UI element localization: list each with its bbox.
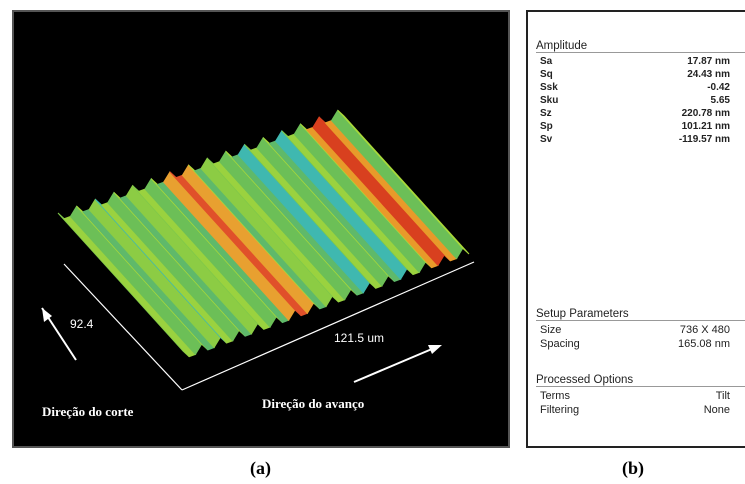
parameter-row: Sa 17.87 nm (540, 56, 730, 69)
parameter-name: Sa (540, 56, 553, 67)
section-title: Setup Parameters (536, 308, 745, 321)
parameter-row: Sv -119.57 nm (540, 134, 730, 147)
parameter-name: Sku (540, 95, 559, 106)
parameter-row: Spacing 165.08 nm (540, 338, 730, 351)
caption: Direção do corte (42, 404, 134, 419)
parameter-row: Sq 24.43 nm (540, 69, 730, 82)
parameter-name: Ssk (540, 82, 558, 93)
parameters-panel: Amplitude Sa 17.87 nm Sq 24.43 nm Ssk -0.42 Sku… (526, 10, 745, 448)
parameter-value: None (703, 404, 730, 416)
parameter-value: -0.42 (707, 82, 730, 93)
arrow (353, 345, 440, 383)
parameter-value: -119.57 nm (678, 134, 730, 145)
parameter-value: Tilt (715, 390, 730, 402)
section-title: Processed Options (536, 374, 745, 387)
parameter-row: Filtering None (540, 404, 730, 417)
parameter-name: Sp (540, 121, 553, 132)
parameter-value: 165.08 nm (678, 338, 730, 350)
arrow-head (428, 345, 442, 354)
parameter-row: Sku 5.65 (540, 95, 730, 108)
surface-stripe (337, 109, 470, 255)
axis-line (181, 261, 475, 391)
label: (b) (622, 458, 644, 478)
parameter-row: Ssk -0.42 (540, 82, 730, 95)
x-extent: 121.5 um (334, 331, 384, 345)
parameter-name: Filtering (540, 404, 580, 416)
parameter-row: Sp 101.21 nm (540, 121, 730, 134)
parameter-name: Spacing (540, 338, 580, 350)
parameter-value: 736 X 480 (679, 324, 730, 336)
parameter-value: 17.87 nm (687, 56, 730, 67)
parameter-row: Sz 220.78 nm (540, 108, 730, 121)
parameter-name: Sq (540, 69, 553, 80)
parameter-value: 24.43 nm (687, 69, 730, 80)
parameter-name: Sv (540, 134, 553, 145)
surface-panel: 92.4 121.5 um Direção do corte Direção d… (12, 10, 510, 448)
surface-plot: 92.4 121.5 um Direção do corte Direção d… (41, 109, 475, 419)
parameter-value: 220.78 nm (681, 108, 730, 119)
surface (57, 109, 470, 358)
caption: Direção do avanço (262, 396, 364, 411)
parameter-value: 5.65 (710, 95, 730, 106)
arrow-head (42, 308, 52, 322)
section-title: Amplitude (536, 40, 745, 53)
parameter-row: Size 736 X 480 (540, 324, 730, 337)
axis-line (63, 263, 183, 391)
parameter-name: Sz (540, 108, 552, 119)
y-extent: 92.4 (70, 317, 94, 331)
label: (a) (250, 458, 271, 478)
parameter-name: Terms (540, 390, 570, 402)
parameter-value: 101.21 nm (681, 121, 730, 132)
parameter-row: Terms Tilt (540, 390, 730, 403)
parameter-name: Size (540, 324, 562, 336)
